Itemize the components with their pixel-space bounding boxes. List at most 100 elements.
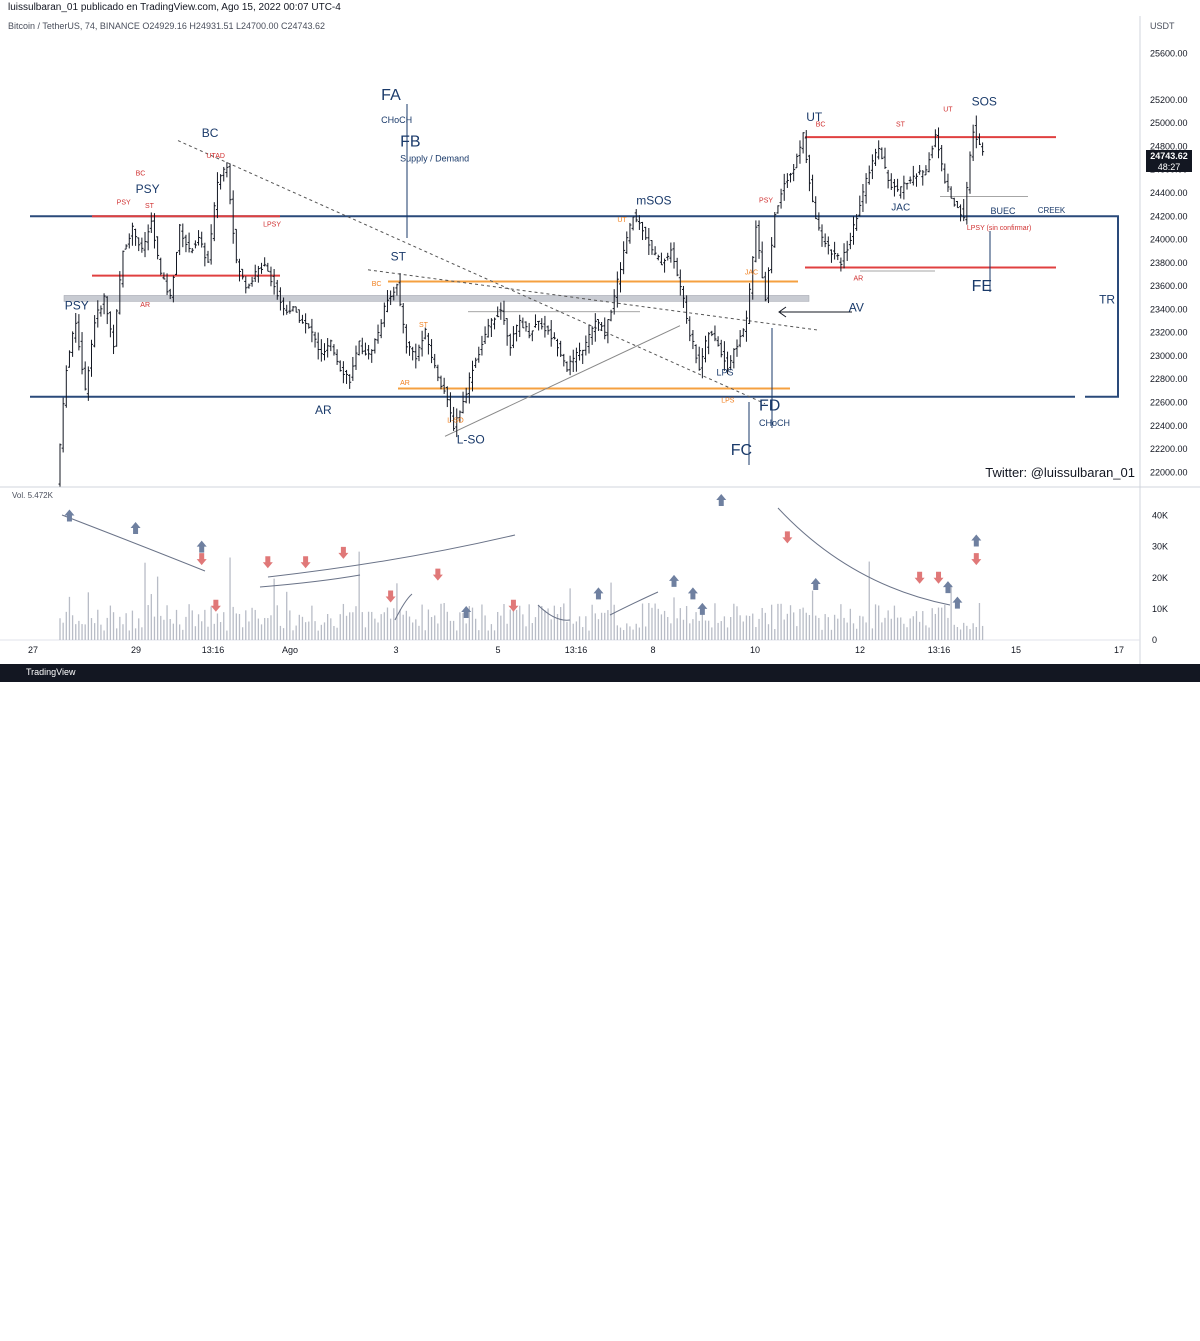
volume-tick-label: 0 [1152, 635, 1157, 645]
volume-tick-label: 20K [1152, 573, 1168, 583]
annotation-label-red: AR [854, 275, 864, 282]
volume-arrow-down-icon [971, 553, 982, 566]
annotation-label-orange: LPS [721, 398, 735, 405]
volume-arrow-down-icon [210, 599, 221, 612]
price-tick-label: 22200.00 [1150, 444, 1188, 454]
annotation-label: TR [1099, 293, 1115, 307]
tradingview-logo-icon [8, 1332, 21, 1341]
volume-arrow-up-icon [952, 596, 963, 609]
volume-arrow-up-icon [196, 540, 207, 553]
price-tick-label: 25200.00 [1150, 95, 1188, 105]
volume-arrow-down-icon [385, 590, 396, 603]
price-tick-label: 25600.00 [1150, 48, 1188, 58]
annotation-label-orange: ST [419, 322, 429, 329]
footer-bar: TradingView [0, 664, 1200, 1341]
annotation-label-red: PSY [759, 197, 773, 204]
volume-arrow-up-icon [669, 574, 680, 587]
volume-arrow-up-icon [716, 494, 727, 506]
annotation-label: FC [731, 442, 752, 459]
symbol-info: Bitcoin / TetherUS, 74, BINANCE O24929.1… [8, 21, 326, 31]
price-tick-label: 23400.00 [1150, 304, 1188, 314]
annotation-label-red: BC [816, 122, 826, 129]
time-tick-label: 17 [1114, 645, 1124, 655]
annotation-label-red: AR [140, 302, 150, 309]
volume-arrow-down-icon [914, 571, 925, 584]
annotation-label: SOS [972, 95, 997, 109]
annotation-label-red: ST [145, 203, 155, 210]
price-tick-label: 24400.00 [1150, 188, 1188, 198]
time-tick-label: 8 [650, 645, 655, 655]
annotation-label-red: UT [943, 106, 953, 113]
annotation-label: mSOS [636, 194, 671, 208]
publish-bar: luissulbaran_01 publicado en TradingView… [0, 0, 1200, 16]
time-tick-label: 3 [393, 645, 398, 655]
time-tick-label: 12 [855, 645, 865, 655]
price-tick-label: 22600.00 [1150, 398, 1188, 408]
annotation-label-orange: AR [400, 380, 410, 387]
volume-curve-5 [537, 604, 571, 621]
price-tick-label: 24200.00 [1150, 211, 1188, 221]
time-tick-label: 5 [495, 645, 500, 655]
volume-curve-3 [259, 574, 361, 588]
annotation-label-red: PSY [117, 200, 131, 207]
volume-arrow-down-icon [338, 546, 349, 559]
annotation-label-red: LPSY [263, 222, 281, 229]
volume-curve-1 [61, 514, 206, 572]
volume-arrow-down-icon [782, 531, 793, 544]
volume-arrow-up-icon [697, 602, 708, 615]
annotation-label: FA [381, 87, 401, 104]
volume-arrow-up-icon [810, 578, 821, 590]
annotation-label: L-SO [457, 432, 485, 446]
annotation-label: LPS [717, 368, 734, 378]
annotation-label-red: BC [136, 171, 146, 178]
volume-tick-label: 10K [1152, 604, 1168, 614]
annotation-label: FE [972, 278, 992, 295]
time-tick-label: 10 [750, 645, 760, 655]
price-tick-label: 24000.00 [1150, 235, 1188, 245]
annotation-label-orange: JAC [745, 269, 758, 276]
price-tick-label: 24800.00 [1150, 141, 1188, 151]
annotation-label: BUEC [990, 206, 1016, 216]
annotation-label: PSY [136, 182, 160, 196]
volume-curve-4 [394, 593, 413, 621]
price-tick-label: 23200.00 [1150, 328, 1188, 338]
volume-arrow-down-icon [508, 599, 519, 612]
price-tick-label: 23600.00 [1150, 281, 1188, 291]
countdown-value: 48:27 [1157, 162, 1181, 172]
grey-zone [63, 295, 810, 302]
price-tick-label: 23800.00 [1150, 258, 1188, 268]
volume-arrow-down-icon [196, 553, 207, 566]
support-trendline [444, 325, 681, 437]
annotation-label: PSY [65, 298, 89, 312]
annotation-label: JAC [891, 202, 910, 213]
price-chart[interactable]: 25600.0025200.0025000.0024800.0024600.00… [0, 0, 1200, 682]
currency-label: USDT [1150, 21, 1175, 31]
volume-arrow-up-icon [130, 522, 141, 534]
annotation-label-red: UTAD [206, 153, 225, 160]
annotation-label: FB [400, 133, 420, 150]
annotation-label: CREEK [1038, 206, 1066, 215]
annotation-label: ST [391, 249, 407, 263]
volume-tick-label: 40K [1152, 511, 1168, 521]
time-tick-label: 13:16 [928, 645, 951, 655]
annotation-label: CHoCH [381, 115, 412, 125]
annotation-label-red: ST [896, 122, 906, 129]
price-tick-label: 22800.00 [1150, 374, 1188, 384]
time-tick-label: 29 [131, 645, 141, 655]
volume-arrow-up-icon [64, 509, 75, 522]
volume-arrow-up-icon [461, 606, 472, 618]
volume-curve-2 [267, 534, 516, 578]
annotation-label-orange: L-SO [447, 417, 464, 424]
price-tick-label: 22000.00 [1150, 467, 1188, 477]
volume-arrow-up-icon [593, 587, 604, 600]
volume-tick-label: 30K [1152, 542, 1168, 552]
volume-curve-6 [609, 591, 659, 616]
time-tick-label: 15 [1011, 645, 1021, 655]
annotation-label-orange: UT [617, 217, 627, 224]
annotation-label: CHoCH [759, 418, 790, 428]
range-bracket [1085, 215, 1119, 398]
volume-arrow-down-icon [933, 571, 944, 584]
volume-arrow-down-icon [432, 568, 443, 581]
time-tick-label: 13:16 [202, 645, 225, 655]
price-tick-label: 23000.00 [1150, 351, 1188, 361]
